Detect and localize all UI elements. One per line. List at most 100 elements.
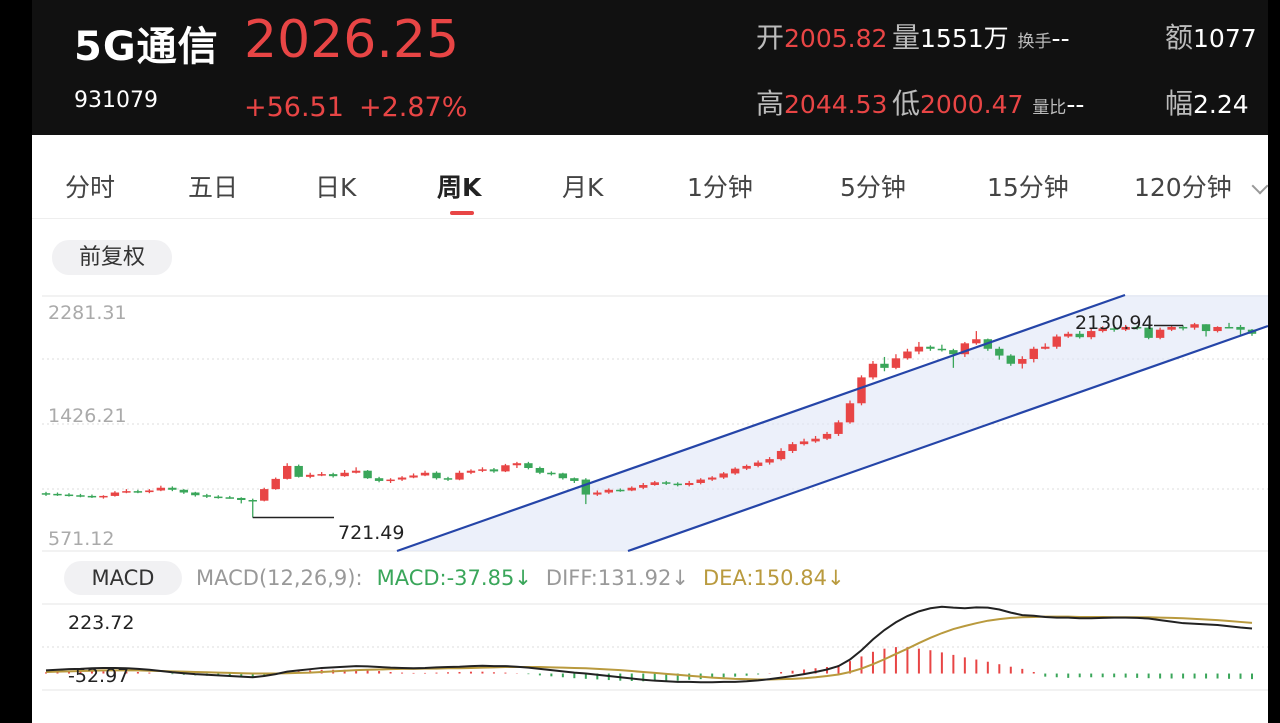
candle-body [455,472,464,480]
candle-body [730,468,740,474]
low-marker-label: 721.49 [338,522,405,544]
high-value: 2044.53 [784,90,888,119]
candle-body [294,465,303,477]
price-axis-bottom: 571.12 [48,528,115,550]
candle-body [1041,346,1050,349]
candle-body [363,470,372,479]
last-price: 2026.25 [244,10,460,70]
candle-body [1144,327,1153,338]
candle-body [99,495,108,498]
quote-header: 5G通信 931079 2026.25 +56.51 +2.87% 开2005.… [32,0,1268,135]
candle-body [317,474,326,476]
macd-value: MACD:-37.85↓ [376,566,532,590]
candle-body [202,495,211,497]
candle-body [926,346,935,349]
tab-15-minute[interactable]: 15分钟 [987,173,1069,202]
candle-body [547,472,556,475]
macd-button[interactable]: MACD [64,561,182,595]
candle-body [639,485,648,488]
amplitude-stat: 幅2.24 [1165,87,1249,120]
candle-body [719,473,728,478]
candle-body [949,350,958,355]
candle-body [248,500,257,502]
candlestick-chart [41,293,1268,691]
high-stat: 高2044.53 [756,87,888,120]
candle-body [673,483,682,486]
candle-body [432,472,441,479]
candle-body [880,363,889,368]
adjust-button[interactable]: 前复权 [52,240,172,275]
candle-body [535,467,545,473]
candle-body [397,477,407,480]
candle-body [765,459,774,463]
channel-lower-line [627,324,1268,553]
candle-body [443,478,453,480]
candle-body [133,491,143,493]
candle-body [191,492,200,496]
candle-body [1006,355,1015,364]
candle-body [914,346,924,352]
tab-five-day[interactable]: 五日 [188,173,239,202]
candle-body [283,465,292,479]
candle-body [593,492,602,495]
channel-fill [397,295,1268,551]
candle-body [1132,326,1142,329]
candle-body [799,441,809,445]
open-stat: 开2005.82 [756,21,888,54]
amplitude-value: 2.24 [1193,90,1249,119]
candle-body [87,495,97,498]
volume-value: 1551万 [920,24,1009,53]
candle-body [1121,326,1130,330]
channel-upper-line [396,293,1126,553]
stock-code: 931079 [74,88,158,113]
candle-body [179,489,189,493]
candle-body [650,482,659,486]
period-tabs: 分时 五日 日K 周K 月K 1分钟 5分钟 15分钟 120分钟 [32,144,1268,219]
candle-body [214,496,223,499]
app-frame: 5G通信 931079 2026.25 +56.51 +2.87% 开2005.… [32,0,1268,723]
tab-5-minute[interactable]: 5分钟 [840,173,906,202]
candle-body [685,482,694,486]
dea-value: DEA:150.84↓ [702,566,845,590]
candle-body [76,495,85,497]
low-stat: 低2000.47 量比-- [892,87,1085,120]
tab-120-minute[interactable]: 120分钟 [1134,173,1232,202]
candle-body [340,472,349,477]
tab-daily-k[interactable]: 日K [315,173,357,202]
candle-body [145,490,154,493]
candle-body [604,489,613,493]
candle-body [1064,333,1073,337]
candle-body [1087,331,1096,338]
amount-stat: 额1077 [1165,21,1257,54]
candle-body [1029,348,1038,359]
active-tab-indicator [450,211,474,215]
candle-body [1190,324,1199,328]
candle-body [891,358,901,368]
candle-body [811,438,820,442]
vol-ratio-value: -- [1066,90,1085,119]
candle-body [156,487,166,491]
candle-body [305,474,315,477]
candle-body [501,465,510,472]
tab-monthly-k[interactable]: 月K [562,173,604,202]
candle-body [972,339,981,344]
tab-intraday[interactable]: 分时 [65,173,116,202]
macd-axis-top: 223.72 [68,612,135,634]
candle-body [1236,326,1245,330]
high-marker-label: 2130.94 [1075,312,1154,334]
candle-body [570,478,579,481]
candle-body [1018,358,1027,364]
tab-weekly-k[interactable]: 周K [437,173,482,202]
candle-body [512,463,522,466]
macd-axis-bottom: -52.97 [68,665,130,687]
open-value: 2005.82 [784,24,888,53]
price-axis-mid: 1426.21 [48,405,127,427]
candle-body [868,363,878,378]
candle-body [845,403,855,423]
candle-body [328,474,338,477]
candle-body [489,469,499,472]
candle-body [1098,328,1107,332]
macd-values: MACD(12,26,9): MACD:-37.85↓ DIFF:131.92↓ DE… [196,566,859,590]
candle-body [788,444,797,451]
tab-1-minute[interactable]: 1分钟 [687,173,753,202]
